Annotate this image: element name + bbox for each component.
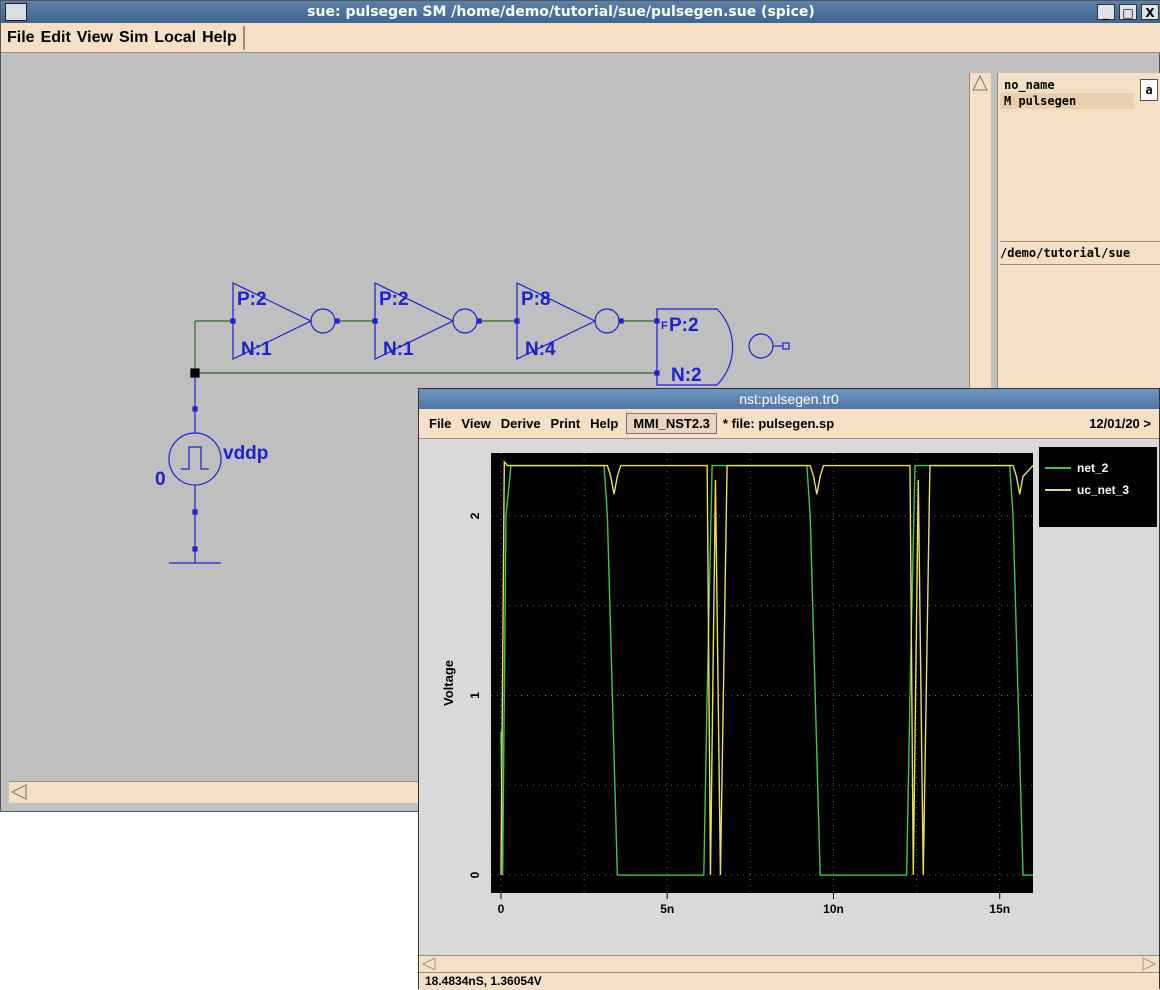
scroll-up-arrow-icon[interactable] xyxy=(970,73,990,93)
y-tick-label: 2 xyxy=(468,512,482,519)
menu-separator xyxy=(242,25,245,50)
pin xyxy=(654,370,660,376)
inverter-bubble xyxy=(594,308,620,334)
output-pin xyxy=(782,342,790,350)
pin xyxy=(192,546,198,552)
legend-entry[interactable]: net_2 xyxy=(1045,461,1108,475)
nand-flag-label: F xyxy=(661,320,668,332)
cell-list[interactable]: no_name M pulsegen xyxy=(1000,77,1134,237)
legend-label: uc_net_3 xyxy=(1077,483,1130,497)
y-tick-label: 0 xyxy=(468,871,482,878)
waveform-horizontal-scrollbar[interactable] xyxy=(419,955,1159,973)
x-tick-label: 5n xyxy=(660,902,674,916)
wave-menu-help[interactable]: Help xyxy=(590,416,619,431)
main-menubar: File Edit View Sim Local Help xyxy=(1,23,1160,53)
pin xyxy=(230,318,236,324)
waveform-menubar: File View Derive Print Help MMI_NST2.3 *… xyxy=(419,409,1159,439)
source-node-label: 0 xyxy=(155,469,166,490)
maximize-button[interactable]: □ xyxy=(1119,4,1137,20)
minimize-button[interactable]: _ xyxy=(1097,4,1115,20)
pin xyxy=(654,318,660,324)
scroll-left-arrow-icon[interactable] xyxy=(421,957,436,971)
y-axis-label: Voltage xyxy=(441,660,456,706)
nand-n-label: N:2 xyxy=(671,365,702,386)
cursor-readout: 18.4834nS, 1.36054V xyxy=(419,973,1159,990)
pin xyxy=(192,509,198,515)
nand-bubble xyxy=(748,333,774,359)
legend-entry[interactable]: uc_net_3 xyxy=(1045,483,1129,497)
list-item[interactable]: M pulsegen xyxy=(1000,93,1134,109)
menu-view[interactable]: View xyxy=(76,28,113,46)
scroll-right-arrow-icon[interactable] xyxy=(1142,957,1157,971)
legend-swatch xyxy=(1045,489,1071,491)
design-button[interactable]: MMI_NST2.3 xyxy=(626,413,717,434)
inverter-bubble xyxy=(310,308,336,334)
pin xyxy=(476,318,482,324)
y-tick-label: 1 xyxy=(468,692,482,699)
menu-sim[interactable]: Sim xyxy=(118,28,149,46)
side-panel-button[interactable]: a xyxy=(1140,79,1158,101)
window-title: sue: pulsegen SM /home/demo/tutorial/sue… xyxy=(307,4,815,20)
menu-help[interactable]: Help xyxy=(202,28,237,46)
menu-file[interactable]: File xyxy=(7,28,35,46)
source-name-label: vddp xyxy=(223,443,268,464)
close-button[interactable]: X xyxy=(1141,4,1159,20)
menu-local[interactable]: Local xyxy=(154,28,197,46)
waveform-window-title: nst:pulsegen.tr0 xyxy=(739,391,839,407)
wave-menu-file[interactable]: File xyxy=(429,416,452,431)
legend: net_2 uc_net_3 xyxy=(1039,447,1157,527)
waveform-window: nst:pulsegen.tr0 File View Derive Print … xyxy=(418,388,1160,990)
inverter-p-label: P:2 xyxy=(237,289,267,310)
plot-background xyxy=(491,453,1033,893)
inverter-p-label: P:8 xyxy=(521,289,551,310)
scroll-left-arrow-icon[interactable] xyxy=(9,782,29,802)
inverter-n-label: N:1 xyxy=(383,339,414,360)
pin xyxy=(192,406,198,412)
directory-path-label: /demo/tutorial/sue xyxy=(1000,241,1160,265)
inverter-n-label: N:1 xyxy=(241,339,272,360)
main-titlebar[interactable]: sue: pulsegen SM /home/demo/tutorial/sue… xyxy=(1,1,1160,23)
pin xyxy=(618,318,624,324)
series-line-uc_net_3 xyxy=(500,460,1034,876)
inverter-n-label: N:4 xyxy=(525,339,556,360)
legend-label: net_2 xyxy=(1077,461,1109,475)
pin xyxy=(514,318,520,324)
pin xyxy=(372,318,378,324)
wave-menu-print[interactable]: Print xyxy=(550,416,581,431)
wave-menu-derive[interactable]: Derive xyxy=(500,416,541,431)
inverter-bubble xyxy=(452,308,478,334)
list-item[interactable]: no_name xyxy=(1004,78,1055,92)
scroll-arrows xyxy=(421,957,1157,971)
pulse-source-body xyxy=(168,432,222,486)
waveform-titlebar[interactable]: nst:pulsegen.tr0 xyxy=(419,389,1159,409)
x-tick-label: 15n xyxy=(989,902,1010,916)
menu-edit[interactable]: Edit xyxy=(40,28,71,46)
nand-p-label: P:2 xyxy=(669,315,699,336)
pulse-icon xyxy=(181,446,209,470)
pin xyxy=(334,318,340,324)
x-tick-label: 0 xyxy=(498,902,505,916)
plot-area[interactable]: 0 5n 10n 15n 0 1 2 Voltage net_2 uc_net_3 xyxy=(419,439,1159,955)
nand-body xyxy=(656,308,734,386)
waveform-chart: 0 5n 10n 15n 0 1 2 Voltage xyxy=(441,453,1034,916)
inverter-p-label: P:2 xyxy=(379,289,409,310)
x-tick-label: 10n xyxy=(823,902,844,916)
legend-swatch xyxy=(1045,467,1071,469)
file-label: * file: pulsegen.sp xyxy=(722,416,835,431)
window-menu-icon[interactable] xyxy=(5,3,27,21)
schematic-drawing: P:2 N:1 P:2 N:1 P:8 N:4 F P:2 N:2 vddp 0 xyxy=(155,282,790,564)
wave-menu-view[interactable]: View xyxy=(461,416,491,431)
junction-dot xyxy=(190,368,200,378)
date-label[interactable]: 12/01/20 > xyxy=(1089,416,1151,431)
